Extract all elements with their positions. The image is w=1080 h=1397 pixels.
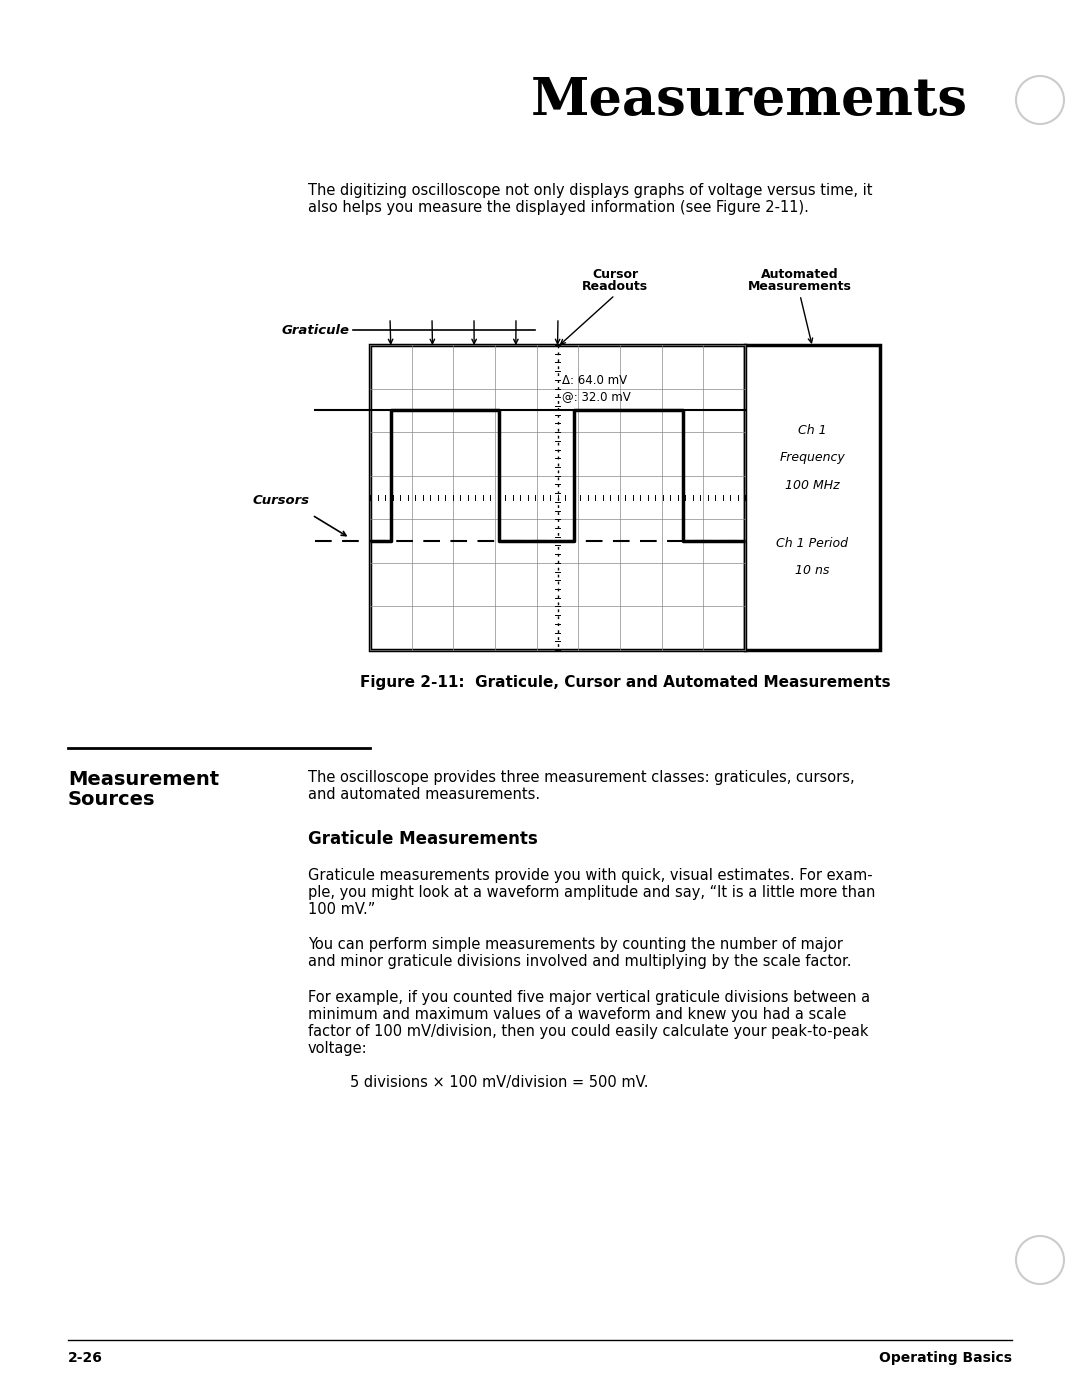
Text: @: 32.0 mV: @: 32.0 mV <box>563 391 631 404</box>
Text: minimum and maximum values of a waveform and knew you had a scale: minimum and maximum values of a waveform… <box>308 1007 847 1023</box>
Text: Cursor: Cursor <box>592 268 638 281</box>
Text: You can perform simple measurements by counting the number of major: You can perform simple measurements by c… <box>308 937 842 951</box>
Text: The digitizing oscilloscope not only displays graphs of voltage versus time, it: The digitizing oscilloscope not only dis… <box>308 183 873 198</box>
Text: 100 mV.”: 100 mV.” <box>308 902 376 916</box>
Text: Graticule: Graticule <box>282 324 350 337</box>
Text: and minor graticule divisions involved and multiplying by the scale factor.: and minor graticule divisions involved a… <box>308 954 851 970</box>
Text: Graticule measurements provide you with quick, visual estimates. For exam-: Graticule measurements provide you with … <box>308 868 873 883</box>
Text: voltage:: voltage: <box>308 1041 367 1056</box>
Text: The oscilloscope provides three measurement classes: graticules, cursors,: The oscilloscope provides three measurem… <box>308 770 854 785</box>
Text: Cursors: Cursors <box>253 493 310 507</box>
Text: Figure 2-11:  Graticule, Cursor and Automated Measurements: Figure 2-11: Graticule, Cursor and Autom… <box>360 676 890 690</box>
Bar <box>745 345 880 650</box>
Text: Sources: Sources <box>68 789 156 809</box>
Bar <box>370 345 745 650</box>
Text: ple, you might look at a waveform amplitude and say, “It is a little more than: ple, you might look at a waveform amplit… <box>308 886 876 900</box>
Text: 10 ns: 10 ns <box>795 564 829 577</box>
Text: 5 divisions × 100 mV/division = 500 mV.: 5 divisions × 100 mV/division = 500 mV. <box>350 1076 648 1090</box>
Text: For example, if you counted five major vertical graticule divisions between a: For example, if you counted five major v… <box>308 990 870 1004</box>
Text: Ch 1 Period: Ch 1 Period <box>777 536 849 550</box>
Text: and automated measurements.: and automated measurements. <box>308 787 540 802</box>
Text: Δ: 64.0 mV: Δ: 64.0 mV <box>563 373 627 387</box>
Text: 2-26: 2-26 <box>68 1351 103 1365</box>
Text: Frequency: Frequency <box>780 451 846 464</box>
Text: Automated: Automated <box>761 268 839 281</box>
Text: also helps you measure the displayed information (see Figure 2-11).: also helps you measure the displayed inf… <box>308 200 809 215</box>
Text: Graticule Measurements: Graticule Measurements <box>308 830 538 848</box>
Text: Measurements: Measurements <box>531 74 968 126</box>
Text: Ch 1: Ch 1 <box>798 423 827 437</box>
Text: 100 MHz: 100 MHz <box>785 479 840 492</box>
Text: Readouts: Readouts <box>582 279 648 293</box>
Text: Operating Basics: Operating Basics <box>879 1351 1012 1365</box>
Text: Measurement: Measurement <box>68 770 219 789</box>
Text: Measurements: Measurements <box>748 279 852 293</box>
Text: factor of 100 mV/division, then you could easily calculate your peak-to-peak: factor of 100 mV/division, then you coul… <box>308 1024 868 1039</box>
